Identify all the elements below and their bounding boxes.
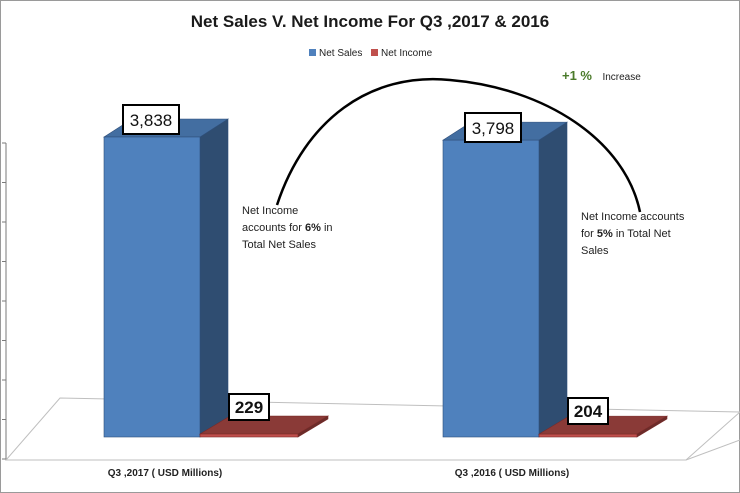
- note-2017: Net Income accounts for 6% in Total Net …: [242, 205, 333, 251]
- bar-net-sales-2016: [442, 139, 540, 438]
- bar-net-sales-2017-side: [199, 118, 229, 438]
- note-2016-line3: Sales: [581, 245, 609, 257]
- data-label-box-net-sales-2016: [464, 112, 522, 143]
- legend-label-net-sales: Net Sales: [319, 48, 362, 59]
- increase-text: Increase: [602, 72, 641, 83]
- comparison-curve: [275, 77, 642, 213]
- bar-net-income-2016: [538, 433, 638, 438]
- data-label-net-sales-2016: 3,798: [472, 119, 515, 138]
- data-label-net-income-2017: 229: [235, 398, 263, 417]
- category-label-2017: Q3 ,2017 ( USD Millions): [108, 468, 222, 479]
- note-2017-line2: accounts for 6% in: [242, 222, 333, 234]
- bar-net-sales-2016-side: [538, 121, 568, 438]
- chart-title: Net Sales V. Net Income For Q3 ,2017 & 2…: [191, 12, 549, 31]
- legend-swatch-net-sales: [309, 49, 316, 56]
- note-2017-line1: Net Income: [242, 205, 298, 217]
- legend-swatch-net-income: [371, 49, 378, 56]
- category-label-2016: Q3 ,2016 ( USD Millions): [455, 468, 569, 479]
- data-label-net-sales-2017: 3,838: [130, 111, 173, 130]
- bar-net-income-2017: [199, 433, 299, 438]
- data-label-box-net-income-2016: [567, 397, 609, 425]
- increase-value: +1 %: [562, 68, 592, 83]
- increase-annotation: +1 % Increase: [562, 67, 641, 84]
- data-label-net-income-2016: 204: [574, 402, 603, 421]
- bar-net-sales-2017: [103, 136, 201, 438]
- note-2017-line3: Total Net Sales: [242, 239, 316, 251]
- bars-group: [102, 118, 669, 438]
- note-2016-line2: for 5% in Total Net: [581, 228, 671, 240]
- legend: Net Sales Net Income: [309, 48, 433, 59]
- legend-label-net-income: Net Income: [381, 48, 433, 59]
- floor-edge: [685, 439, 740, 461]
- data-label-box-net-sales-2017: [122, 104, 180, 135]
- data-label-box-net-income-2017: [228, 393, 270, 421]
- note-2016: Net Income accounts for 5% in Total Net …: [581, 211, 685, 257]
- y-axis-ticks: [2, 142, 6, 460]
- note-2016-line1: Net Income accounts: [581, 211, 685, 223]
